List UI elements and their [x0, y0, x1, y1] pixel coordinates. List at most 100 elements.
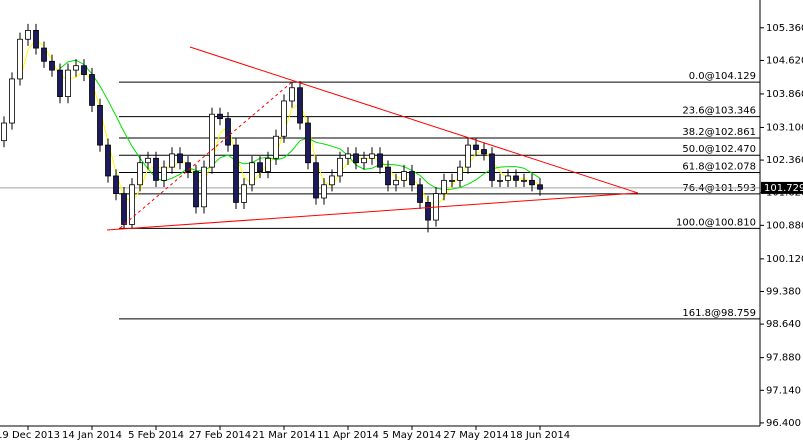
- candle-body: [89, 74, 95, 106]
- candle-body: [417, 184, 423, 203]
- candle-body: [81, 65, 87, 75]
- candle-body: [441, 179, 447, 194]
- x-tick-label: 5 May 2014: [383, 430, 442, 441]
- candle-body: [209, 113, 215, 168]
- candle-body: [105, 144, 111, 177]
- candle-body: [265, 157, 271, 172]
- candle-body: [425, 202, 431, 221]
- candle-body: [33, 30, 39, 49]
- candle-body: [321, 184, 327, 199]
- y-tick-label: 97.140: [766, 385, 801, 396]
- last-price-label: 101.729: [764, 183, 803, 194]
- x-tick-label: 5 Feb 2014: [128, 430, 184, 441]
- x-tick-label: 19 Dec 2013: [0, 430, 60, 441]
- candle-body: [161, 166, 167, 181]
- y-tick-label: 98.640: [766, 319, 801, 330]
- candle-body: [41, 47, 47, 62]
- candle-body: [489, 153, 495, 181]
- y-tick-label: 103.860: [766, 89, 803, 100]
- candle-body: [521, 179, 527, 182]
- candle-body: [481, 149, 487, 155]
- candle-body: [153, 157, 159, 181]
- trend-line: [106, 192, 639, 231]
- y-tick-label: 99.380: [766, 286, 801, 297]
- candle-body: [49, 60, 55, 71]
- candle-body: [177, 153, 183, 164]
- candle-body: [393, 179, 399, 186]
- x-tick-label: 27 May 2014: [443, 430, 508, 441]
- candle-body: [25, 30, 31, 40]
- fib-label: 0.0@104.129: [689, 71, 756, 82]
- candle-body: [297, 87, 303, 124]
- candle-body: [401, 171, 407, 181]
- candle-body: [337, 157, 343, 177]
- candle-body: [529, 179, 535, 186]
- candle-body: [57, 69, 63, 97]
- candle-body: [329, 175, 335, 186]
- candle-body: [113, 175, 119, 194]
- candle-body: [1, 122, 7, 142]
- candle-body: [369, 153, 375, 159]
- candle-body: [241, 184, 247, 203]
- candle-body: [65, 69, 71, 97]
- y-tick-label: 97.880: [766, 353, 801, 364]
- candle-body: [281, 100, 287, 137]
- candle-body: [361, 157, 367, 164]
- fib-label: 61.8@102.078: [682, 162, 756, 173]
- plot-area: 0.0@104.129 23.6@103.346 38.2@102.861 50.0@…: [0, 23, 760, 320]
- candle-body: [225, 118, 231, 146]
- y-tick-label: 100.880: [766, 220, 803, 231]
- fib-label: 50.0@102.470: [682, 144, 756, 155]
- fib-label: 100.0@100.810: [676, 217, 756, 228]
- candle-body: [121, 193, 127, 225]
- candle-body: [289, 87, 295, 102]
- candle-body: [497, 179, 503, 182]
- candle-body: [465, 144, 471, 168]
- candle-body: [9, 78, 15, 124]
- x-tick-label: 14 Jan 2014: [62, 430, 122, 441]
- candle-body: [169, 153, 175, 168]
- candle-body: [385, 166, 391, 186]
- candle-body: [409, 171, 415, 186]
- candle-body: [185, 162, 191, 172]
- candle-body: [537, 184, 543, 190]
- fib-label: 23.6@103.346: [682, 106, 756, 117]
- candle-body: [313, 162, 319, 199]
- x-tick-label: 27 Feb 2014: [189, 430, 251, 441]
- candle-body: [97, 104, 103, 146]
- candle-body: [249, 162, 255, 186]
- y-tick-label: 105.360: [766, 23, 803, 34]
- trend-line: [189, 46, 639, 194]
- candle-body: [377, 153, 383, 168]
- candle-body: [449, 179, 455, 182]
- candle-body: [353, 153, 359, 164]
- y-tick-label: 100.120: [766, 254, 803, 265]
- candle-body: [137, 162, 143, 186]
- candle-body: [145, 157, 151, 164]
- candle-body: [233, 144, 239, 203]
- y-tick-label: 103.100: [766, 122, 803, 133]
- y-tick-label: 96.400: [766, 418, 801, 429]
- candle-body: [345, 153, 351, 159]
- candle-body: [257, 162, 263, 172]
- trend-line: [119, 81, 293, 229]
- candle-body: [73, 65, 79, 71]
- moving-average: [19, 38, 541, 206]
- candle-body: [201, 166, 207, 208]
- x-tick-label: 18 Jun 2014: [510, 430, 570, 441]
- candle-body: [273, 135, 279, 159]
- y-tick-label: 102.360: [766, 155, 803, 166]
- fib-label: 161.8@98.759: [682, 308, 756, 319]
- candle-body: [473, 144, 479, 150]
- candle-body: [505, 175, 511, 181]
- candle-body: [513, 175, 519, 181]
- candle-body: [305, 122, 311, 164]
- last-price-box: [761, 181, 803, 194]
- x-tick-label: 21 Mar 2014: [252, 430, 315, 441]
- candle-body: [129, 184, 135, 225]
- candle-body: [457, 166, 463, 181]
- candle-body: [217, 113, 223, 120]
- candle-body: [17, 38, 23, 80]
- candle-body: [193, 171, 199, 208]
